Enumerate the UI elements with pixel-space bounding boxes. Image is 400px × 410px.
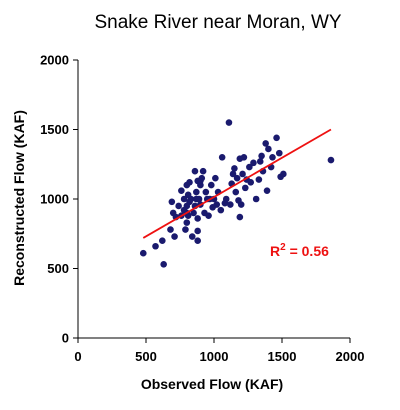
data-point: [194, 237, 201, 244]
data-point: [180, 195, 188, 203]
data-point: [195, 195, 203, 203]
data-point: [188, 233, 196, 240]
data-point: [252, 195, 260, 203]
data-point: [171, 233, 178, 240]
x-tick-label: 2000: [336, 349, 365, 364]
y-tick-label: 500: [47, 261, 69, 276]
x-tick-label: 1000: [200, 349, 229, 364]
data-point: [193, 188, 200, 196]
data-point: [175, 202, 182, 210]
y-tick-label: 1000: [40, 192, 69, 207]
data-point: [263, 187, 271, 194]
data-point: [232, 188, 240, 196]
data-point: [152, 242, 159, 250]
x-tick-label: 0: [74, 349, 81, 364]
data-point: [327, 156, 335, 164]
data-point: [199, 167, 207, 175]
data-point: [194, 215, 201, 222]
data-point: [255, 176, 263, 183]
regression-line: [142, 128, 332, 239]
data-point: [186, 179, 193, 186]
x-axis-label: Observed Flow (KAF): [141, 376, 283, 392]
data-point: [190, 209, 197, 217]
data-point: [231, 165, 238, 172]
data-point: [139, 249, 147, 257]
data-point: [240, 154, 248, 161]
data-point: [191, 167, 199, 175]
y-axis-label: Reconstructed Flow (KAF): [11, 110, 27, 286]
data-point: [213, 201, 221, 208]
data-point: [205, 212, 212, 219]
data-point: [229, 170, 237, 178]
data-point: [225, 119, 233, 126]
data-point: [246, 163, 253, 171]
data-point: [159, 237, 166, 244]
r-squared-superscript: 2: [280, 242, 286, 253]
data-point: [187, 195, 195, 203]
data-point: [273, 134, 280, 142]
data-point: [258, 152, 265, 160]
data-point: [194, 227, 201, 235]
data-point: [182, 226, 189, 233]
data-point: [236, 213, 244, 221]
x-tick-label: 500: [135, 349, 157, 364]
r-squared-base: R: [270, 243, 280, 259]
data-point: [265, 145, 272, 153]
chart-title: Snake River near Moran, WY: [94, 12, 341, 33]
data-point: [247, 179, 255, 186]
plot-area: 0 500 1000 1500 2000 0 500 1000 1500 2000: [40, 53, 364, 365]
data-point: [233, 174, 241, 182]
data-point: [250, 159, 257, 167]
data-point: [227, 201, 234, 208]
data-point: [207, 181, 215, 189]
x-tick-label: 1500: [268, 349, 297, 364]
data-point: [280, 170, 287, 178]
data-point: [222, 195, 230, 203]
data-point: [241, 184, 249, 192]
r-squared-value: = 0.56: [286, 243, 329, 259]
data-point: [198, 174, 206, 182]
data-point: [256, 158, 264, 165]
data-point: [218, 154, 226, 161]
data-point: [178, 187, 185, 194]
y-tick-label: 1500: [40, 122, 69, 137]
data-point: [269, 154, 276, 161]
y-tick-label: 0: [62, 331, 69, 346]
data-point: [217, 206, 225, 214]
data-point: [160, 261, 167, 268]
data-point: [262, 140, 269, 147]
data-point: [237, 201, 245, 208]
data-point: [239, 170, 246, 178]
data-point: [212, 174, 219, 182]
data-point: [183, 219, 191, 226]
data-point: [275, 149, 283, 157]
y-tick-label: 2000: [40, 53, 69, 68]
r-squared-annotation: R2 = 0.56: [270, 242, 329, 259]
data-point: [168, 198, 176, 206]
data-point: [167, 226, 174, 233]
data-point: [202, 188, 210, 196]
data-point: [184, 212, 192, 219]
